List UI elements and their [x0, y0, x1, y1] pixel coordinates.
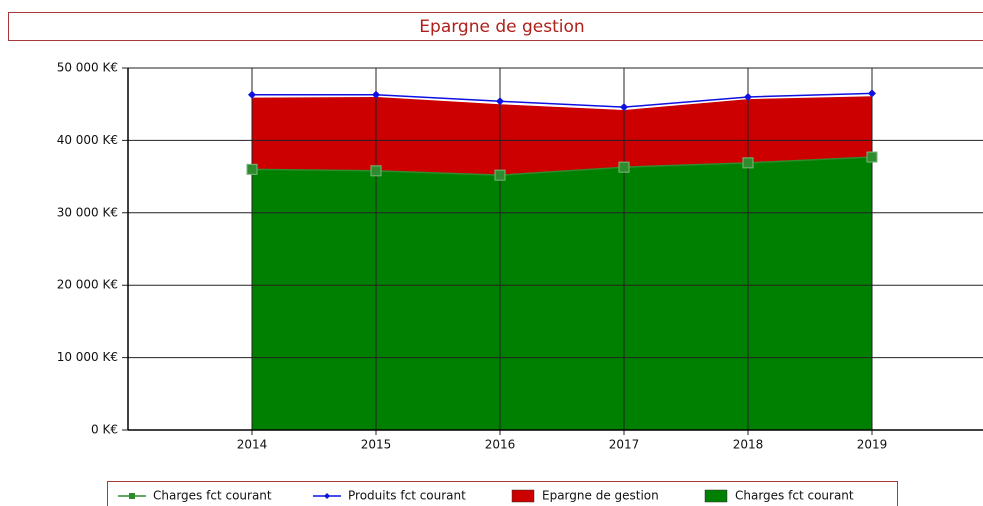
- legend-swatch: [704, 489, 728, 503]
- y-tick-label: 40 000 K€: [57, 133, 118, 147]
- x-tick-label: 2016: [485, 438, 516, 452]
- legend-label: Charges fct courant: [735, 489, 854, 503]
- marker: [248, 90, 256, 99]
- marker: [868, 89, 876, 98]
- area: [252, 96, 872, 176]
- marker: [742, 157, 754, 169]
- marker: [744, 92, 752, 101]
- y-tick-label: 20 000 K€: [57, 278, 118, 292]
- legend-swatch: [511, 489, 535, 503]
- marker: [620, 103, 628, 112]
- x-tick-label: 2019: [857, 438, 888, 452]
- marker: [246, 163, 258, 175]
- y-tick-label: 0 K€: [91, 423, 118, 437]
- legend-label: Produits fct courant: [348, 489, 466, 503]
- marker: [370, 165, 382, 177]
- x-tick-label: 2015: [361, 438, 392, 452]
- x-tick-label: 2014: [237, 438, 268, 452]
- y-tick-label: 10 000 K€: [57, 350, 118, 364]
- title-box: [8, 12, 983, 41]
- y-tick-label: 50 000 K€: [57, 61, 118, 75]
- area: [252, 157, 872, 430]
- legend-swatch: [324, 493, 330, 499]
- y-tick-label: 30 000 K€: [57, 205, 118, 219]
- marker: [618, 161, 630, 173]
- marker: [372, 90, 380, 99]
- marker: [496, 97, 504, 106]
- x-tick-label: 2018: [733, 438, 764, 452]
- x-tick-label: 2017: [609, 438, 640, 452]
- legend-swatch: [129, 493, 135, 499]
- line: [251, 156, 873, 176]
- legend-box: [107, 481, 898, 506]
- marker: [866, 151, 878, 163]
- marker: [494, 169, 506, 181]
- legend-label: Charges fct courant: [153, 489, 272, 503]
- chart-title: Epargne de gestion: [419, 17, 584, 37]
- line: [252, 92, 873, 108]
- legend-label: Epargne de gestion: [542, 489, 659, 503]
